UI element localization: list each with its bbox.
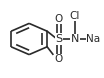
- Text: S: S: [55, 34, 62, 44]
- Text: N: N: [71, 34, 79, 44]
- Text: O: O: [55, 54, 63, 64]
- Text: O: O: [55, 14, 63, 24]
- Text: Cl: Cl: [70, 11, 80, 21]
- Text: Na: Na: [86, 34, 100, 44]
